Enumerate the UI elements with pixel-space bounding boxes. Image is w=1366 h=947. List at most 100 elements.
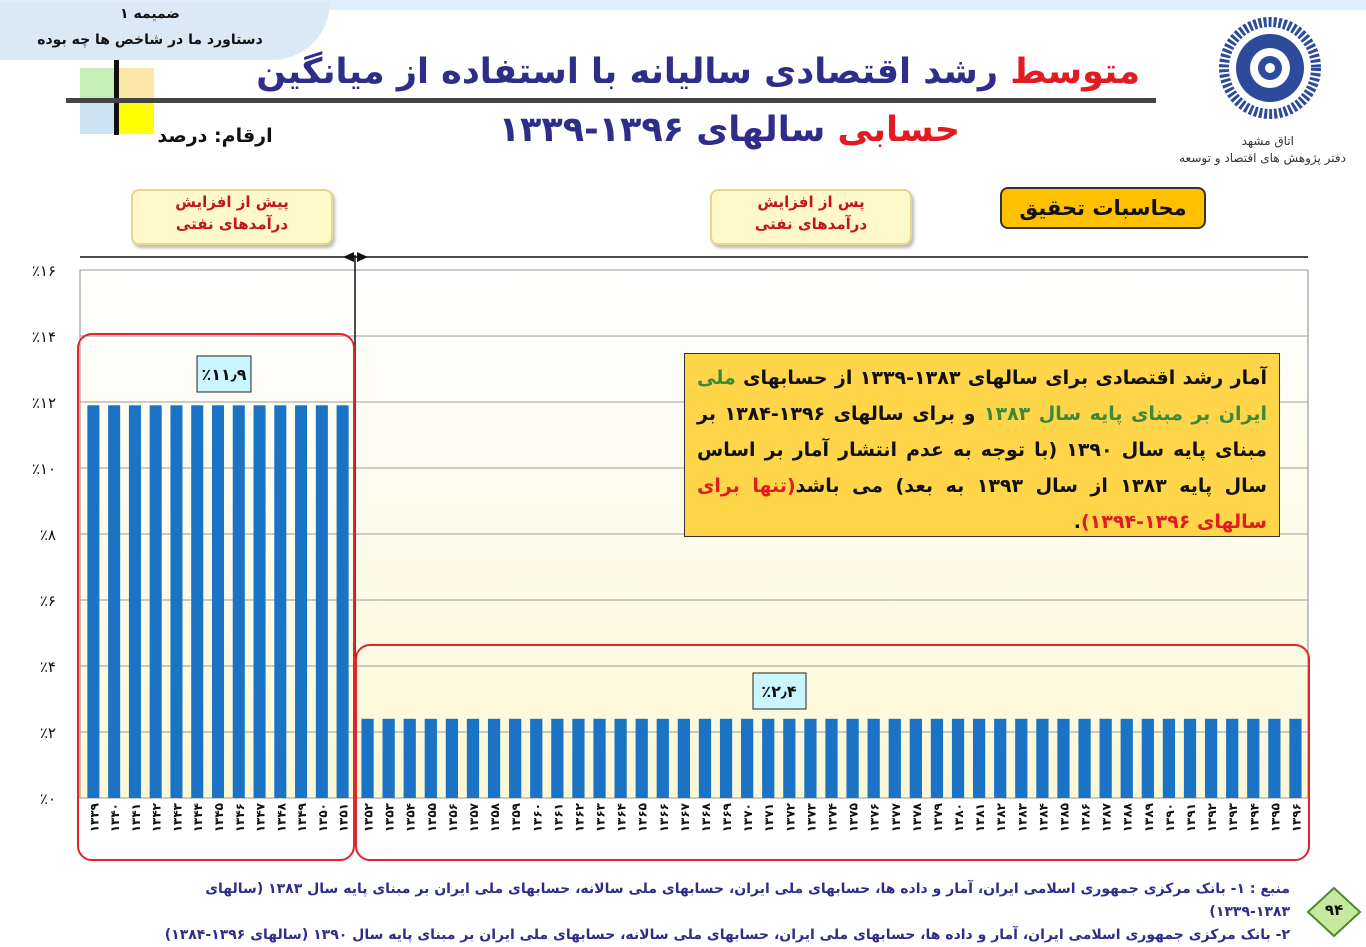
- x-tick-label: ۱۳۵۴: [404, 803, 418, 832]
- bar: [211, 405, 225, 798]
- x-tick-label: ۱۳۷۵: [847, 803, 861, 832]
- x-tick-label: ۱۳۴۳: [170, 802, 184, 832]
- bar: [973, 718, 986, 798]
- bar: [909, 718, 922, 798]
- x-tick-label: ۱۳۷۷: [889, 802, 903, 832]
- source-line-2: ۲- بانک مرکزی جمهوری اسلامی ایران، آمار …: [164, 927, 1290, 943]
- note-segment-1: آمار رشد اقتصادی برای سالهای ۱۳۸۳-۱۳۳۹ ا…: [735, 367, 1267, 389]
- x-tick-label: ۱۳۵۸: [488, 802, 502, 832]
- bar: [253, 405, 266, 798]
- source-footnote: منبع : ۱- بانک مرکزی جمهوری اسلامی ایران…: [140, 878, 1290, 947]
- x-tick-label: ۱۳۸۸: [1121, 802, 1135, 832]
- x-tick-label: ۱۳۳۹: [87, 802, 101, 832]
- bar: [1268, 718, 1281, 798]
- bar: [1036, 718, 1049, 798]
- note-segment-3: و برای سالهای ۱۳۹۶-۱۳۸۴ بر مبنای پایه سا…: [697, 403, 1267, 497]
- bar: [1141, 718, 1154, 798]
- bar: [741, 718, 754, 798]
- bar: [1183, 718, 1197, 798]
- bar: [551, 718, 564, 798]
- x-tick-label: ۱۳۵۵: [425, 803, 439, 832]
- arrow-head-left: [343, 252, 354, 262]
- x-tick-label: ۱۳۷۰: [741, 803, 755, 832]
- y-tick-label: ٪۱۴: [32, 328, 56, 346]
- x-tick-label: ۱۳۷۴: [826, 803, 840, 832]
- org-department: دفتر پژوهش های اقتصاد و توسعه: [1179, 151, 1346, 165]
- x-tick-label: ۱۳۶۱: [551, 803, 565, 832]
- x-tick-label: ۱۳۸۶: [1079, 803, 1093, 832]
- title-divider-line: [66, 98, 1156, 103]
- bar: [719, 718, 733, 798]
- y-axis-tick-labels: ٪۰ ٪۲ ٪۴ ٪۶ ٪۸ ٪۱۰ ٪۱۲ ٪۱۴ ٪۱۶: [32, 262, 56, 808]
- page-title-line1: متوسط رشد اقتصادی سالیانه با استفاده از …: [220, 46, 1140, 98]
- x-tick-label: ۱۳۷۳: [804, 802, 818, 832]
- x-tick-label: ۱۳۹۵: [1268, 803, 1282, 832]
- bar: [274, 405, 287, 798]
- x-tick-label: ۱۳۸۹: [1142, 802, 1156, 832]
- x-tick-label: ۱۳۶۹: [720, 802, 734, 832]
- bar: [614, 718, 627, 798]
- x-tick-label: ۱۳۵۱: [337, 803, 351, 832]
- bar: [108, 405, 121, 798]
- bar: [804, 718, 817, 798]
- avg-label-box-before: [196, 355, 252, 393]
- x-tick-label: ۱۳۴۸: [274, 802, 288, 832]
- phase-before-line2: درآمدهای نفتی: [175, 215, 289, 233]
- bar: [698, 718, 712, 798]
- bar: [361, 718, 374, 798]
- x-tick-label: ۱۳۶۶: [657, 803, 671, 832]
- x-tick-label: ۱۳۸۱: [973, 803, 987, 832]
- bar: [424, 718, 437, 798]
- x-tick-label: ۱۳۴۷: [254, 802, 268, 832]
- title-highlight-word: متوسط: [1010, 52, 1140, 92]
- bar: [572, 718, 585, 798]
- x-tick-label: ۱۳۴۵: [212, 803, 226, 832]
- bar: [170, 405, 183, 798]
- y-tick-label: ٪۶: [40, 592, 56, 610]
- note-segment-2: ملی ایران بر مبنای پایه سال ۱۳۸۳: [697, 367, 1267, 425]
- annex-subtitle: دستاورد ما در شاخص ها چه بوده: [37, 32, 263, 48]
- highlight-frame-before: [77, 333, 355, 861]
- bar: [951, 718, 965, 798]
- x-tick-label: ۱۳۶۳: [594, 802, 608, 832]
- y-tick-label: ٪۰: [40, 790, 56, 808]
- x-axis-tick-labels: ۱۳۳۹ ۱۳۴۰ ۱۳۴۱ ۱۳۴۲ ۱۳۴۳ ۱۳۴۴ ۱۳۴۵ ۱۳۴۶ ۱۳۴۷ ۱۳۴۸…: [87, 802, 1303, 832]
- annex-label: ضمیمه ۱: [120, 6, 180, 22]
- x-tick-label: ۱۳۹۱: [1184, 803, 1198, 832]
- bar: [382, 718, 395, 798]
- phase-after-line1: پس از افزایش: [757, 193, 865, 211]
- bar: [762, 718, 775, 798]
- source-line-1: منبع : ۱- بانک مرکزی جمهوری اسلامی ایران…: [205, 881, 1290, 920]
- bar: [1289, 718, 1302, 798]
- bar: [315, 405, 328, 798]
- bar: [336, 405, 349, 798]
- x-tick-label: ۱۳۶۰: [530, 803, 544, 832]
- bar: [466, 718, 480, 798]
- title-line1-text: رشد اقتصادی سالیانه با استفاده از میانگی…: [256, 52, 998, 92]
- x-tick-label: ۱۳۵۰: [316, 803, 330, 832]
- bar: [445, 718, 459, 798]
- x-tick-label: ۱۳۴۲: [150, 802, 164, 832]
- x-tick-label: ۱۳۴۹: [295, 802, 309, 832]
- decor-square-green: [80, 68, 116, 100]
- x-tick-label: ۱۳۴۶: [233, 803, 247, 832]
- title-line2-text: سالهای ۱۳۹۶-۱۳۳۹: [498, 110, 826, 150]
- bar: [509, 718, 522, 798]
- bar: [191, 405, 204, 798]
- x-tick-label: ۱۳۸۰: [952, 803, 966, 832]
- x-tick-label: ۱۳۸۲: [994, 802, 1008, 832]
- y-tick-label: ٪۱۰: [32, 460, 56, 478]
- bar: [1057, 718, 1070, 798]
- avg-label-after: ٪۲٫۴: [761, 682, 797, 701]
- x-tick-label: ۱۳۶۸: [699, 802, 713, 832]
- x-tick-label: ۱۳۵۲: [362, 802, 376, 832]
- x-tick-label: ۱۳۴۴: [191, 803, 205, 832]
- y-tick-label: ٪۸: [40, 526, 56, 544]
- bar: [87, 405, 100, 798]
- page-number: ۹۴: [1324, 901, 1344, 919]
- decor-square-peach: [118, 68, 154, 100]
- chamber-logo-icon: [1219, 17, 1321, 119]
- bar: [635, 718, 648, 798]
- bar: [403, 718, 416, 798]
- org-name: اتاق مشهد: [1241, 134, 1294, 148]
